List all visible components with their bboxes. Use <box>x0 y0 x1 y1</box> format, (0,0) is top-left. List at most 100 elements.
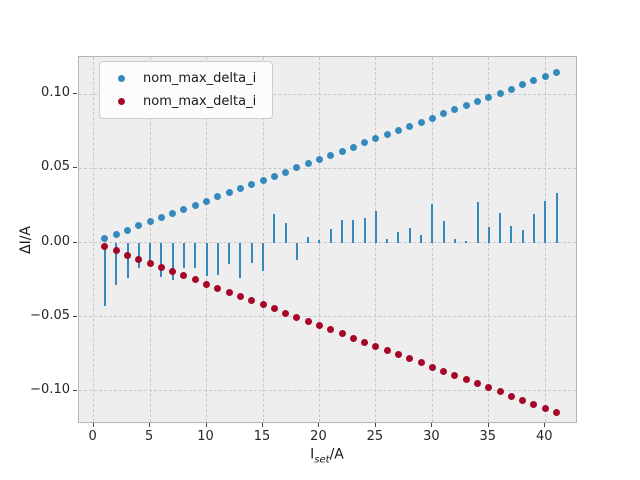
scatter-point <box>372 342 380 350</box>
scatter-point <box>428 114 436 122</box>
bar-measured-delta <box>476 201 479 243</box>
x-tick-label: 0 <box>88 429 97 444</box>
scatter-point <box>135 255 143 263</box>
scatter-point <box>203 280 211 288</box>
bar-measured-delta <box>182 242 185 268</box>
bar-measured-delta <box>194 242 197 268</box>
plot-area: nom_max_delta_i nom_max_delta_i <box>78 56 577 423</box>
scatter-point <box>124 251 132 259</box>
scatter-point <box>361 338 369 346</box>
scatter-point <box>101 243 109 251</box>
scatter-point <box>349 143 357 151</box>
scatter-point <box>293 313 301 321</box>
bar-measured-delta <box>453 238 456 243</box>
x-axis-label: Iset/A <box>310 446 344 466</box>
legend-label: nom_max_delta_i <box>143 71 257 86</box>
gridline-horizontal <box>79 167 576 169</box>
scatter-point <box>157 214 165 222</box>
x-tick-mark <box>92 423 94 427</box>
scatter-point <box>474 97 482 105</box>
scatter-point <box>180 272 188 280</box>
bar-measured-delta <box>465 241 468 243</box>
x-tick-label: 25 <box>366 429 384 444</box>
scatter-point <box>406 122 414 130</box>
x-tick-mark <box>318 423 320 427</box>
gridline-vertical <box>206 57 208 422</box>
scatter-point <box>553 409 561 417</box>
scatter-point <box>383 346 391 354</box>
y-tick-mark <box>73 389 77 391</box>
y-tick-mark <box>73 93 77 95</box>
scatter-point <box>225 288 233 296</box>
x-tick-mark <box>544 423 546 427</box>
x-tick-mark <box>487 423 489 427</box>
x-tick-label: 30 <box>423 429 440 444</box>
bar-measured-delta <box>521 229 524 243</box>
legend-marker-blue-icon <box>118 75 125 82</box>
scatter-point <box>451 371 459 379</box>
scatter-point <box>507 85 515 93</box>
scatter-point <box>541 73 549 81</box>
legend-entry: nom_max_delta_i <box>110 69 256 88</box>
scatter-point <box>236 185 244 193</box>
scatter-point <box>146 259 154 267</box>
gridline-vertical <box>262 57 264 422</box>
x-tick-mark <box>149 423 151 427</box>
scatter-point <box>146 218 154 226</box>
y-tick-label: −0.10 <box>30 381 70 397</box>
bar-measured-delta <box>115 242 118 285</box>
legend-entry: nom_max_delta_i <box>110 92 256 111</box>
x-tick-label: 15 <box>253 429 271 444</box>
legend-marker-red-icon <box>118 98 125 105</box>
scatter-point <box>338 330 346 338</box>
scatter-point <box>157 263 165 271</box>
scatter-point <box>214 193 222 201</box>
scatter-point <box>327 151 335 159</box>
bar-measured-delta <box>273 213 276 243</box>
scatter-point <box>315 156 323 164</box>
bar-measured-delta <box>126 242 129 279</box>
scatter-point <box>496 89 504 97</box>
scatter-point <box>270 305 278 313</box>
gridline-horizontal <box>79 242 576 244</box>
bar-measured-delta <box>228 242 231 265</box>
bar-measured-delta <box>363 218 366 243</box>
legend-label: nom_max_delta_i <box>143 94 257 109</box>
scatter-point <box>259 301 267 309</box>
bar-measured-delta <box>555 192 558 243</box>
scatter-point <box>474 380 482 388</box>
y-tick-mark <box>73 315 77 317</box>
scatter-point <box>417 359 425 367</box>
scatter-point <box>406 355 414 363</box>
x-tick-label: 40 <box>535 429 553 444</box>
scatter-point <box>259 176 267 184</box>
gridline-horizontal <box>79 316 576 318</box>
bar-measured-delta <box>420 235 423 243</box>
scatter-point <box>440 367 448 375</box>
y-tick-mark <box>73 241 77 243</box>
scatter-point <box>541 405 549 413</box>
bar-measured-delta <box>487 227 490 243</box>
scatter-point <box>304 160 312 168</box>
scatter-point <box>372 135 380 143</box>
bar-measured-delta <box>408 228 411 243</box>
bar-measured-delta <box>171 242 174 280</box>
bar-measured-delta <box>205 242 208 276</box>
bar-measured-delta <box>149 242 152 267</box>
scatter-point <box>248 180 256 188</box>
bar-measured-delta <box>284 223 287 243</box>
scatter-point <box>496 388 504 396</box>
scatter-point <box>519 81 527 89</box>
scatter-point <box>169 210 177 218</box>
scatter-point <box>462 102 470 110</box>
scatter-point <box>101 234 109 242</box>
scatter-point <box>530 400 538 408</box>
scatter-point <box>124 226 132 234</box>
bar-measured-delta <box>239 242 242 279</box>
x-tick-mark <box>205 423 207 427</box>
bar-measured-delta <box>160 242 163 277</box>
gridline-vertical <box>93 57 95 422</box>
y-tick-mark <box>73 167 77 169</box>
y-tick-label: 0.10 <box>41 85 70 101</box>
